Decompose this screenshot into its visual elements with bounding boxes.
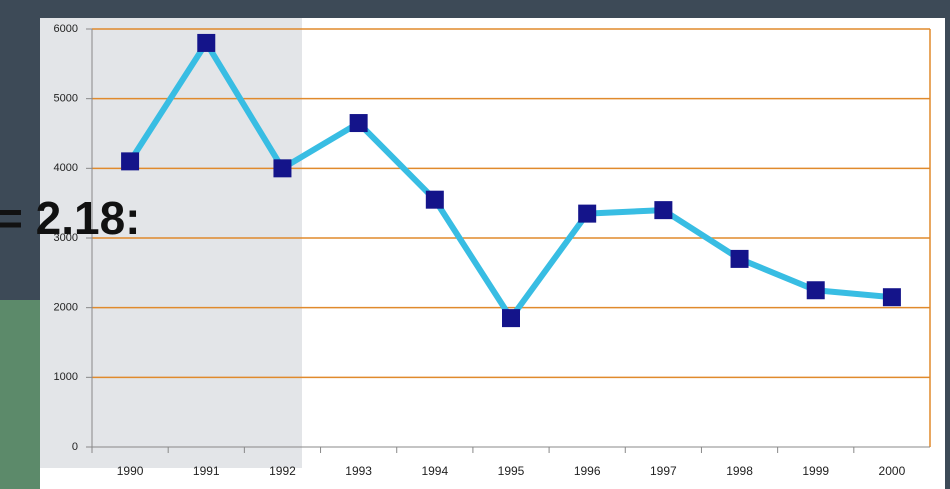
y-tick-label: 6000 — [54, 23, 78, 35]
data-point — [578, 205, 596, 223]
data-point — [197, 34, 215, 52]
x-tick-label: 1998 — [726, 464, 753, 478]
y-tick-label: 2000 — [54, 302, 78, 314]
x-tick-label: 1995 — [498, 464, 525, 478]
x-tick-label: 1996 — [574, 464, 601, 478]
x-tick-label: 2000 — [879, 464, 906, 478]
data-point — [731, 250, 749, 268]
y-tick-label: 5000 — [54, 93, 78, 105]
y-tick-label: 4000 — [54, 162, 78, 174]
y-tick-label: 0 — [72, 441, 78, 453]
background-photo — [0, 300, 40, 489]
x-tick-label: 1990 — [117, 464, 144, 478]
data-point — [350, 114, 368, 132]
chart: 0100020003000400050006000199019911992199… — [0, 0, 950, 489]
x-tick-label: 1991 — [193, 464, 220, 478]
y-tick-label: 1000 — [54, 371, 78, 383]
data-point — [426, 191, 444, 209]
data-point — [807, 281, 825, 299]
data-point — [273, 159, 291, 177]
x-tick-label: 1997 — [650, 464, 677, 478]
data-point — [121, 152, 139, 170]
x-tick-label: 1999 — [802, 464, 829, 478]
x-tick-label: 1993 — [345, 464, 372, 478]
annotation: = 2.18: — [0, 192, 141, 244]
page: 0100020003000400050006000199019911992199… — [0, 0, 950, 489]
x-tick-label: 1994 — [421, 464, 448, 478]
data-point — [883, 288, 901, 306]
x-tick-label: 1992 — [269, 464, 296, 478]
data-point — [654, 201, 672, 219]
data-point — [502, 309, 520, 327]
